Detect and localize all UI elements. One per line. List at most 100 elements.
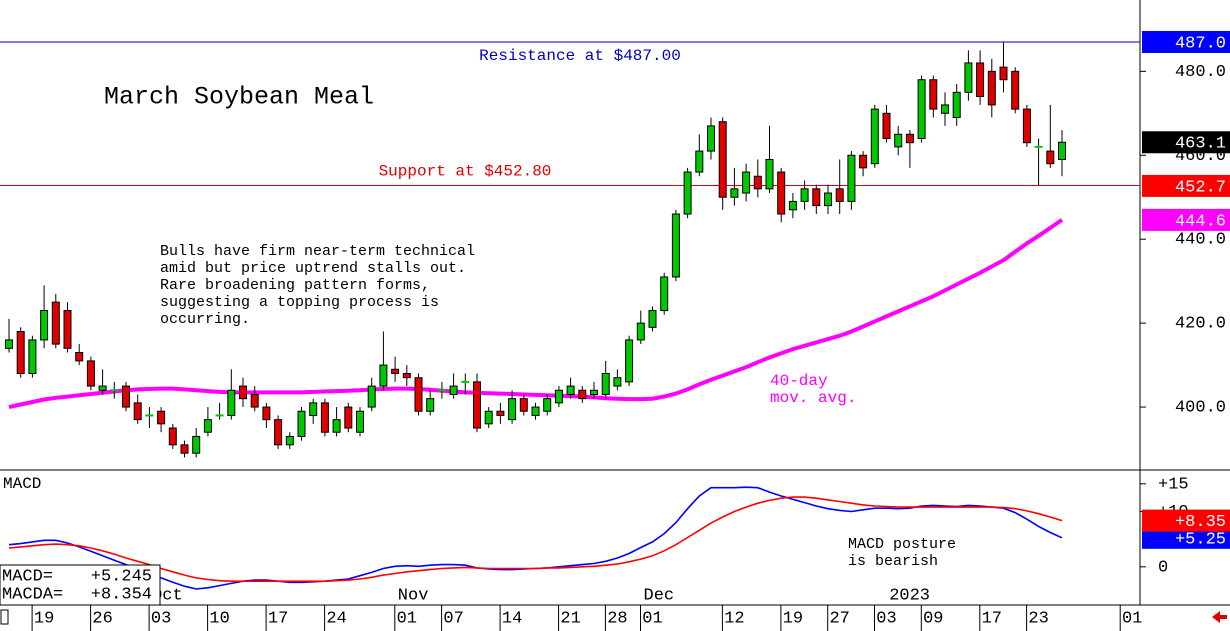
candle-body bbox=[1046, 150, 1055, 165]
candle-body bbox=[894, 133, 903, 148]
candle-body bbox=[695, 150, 704, 173]
candle-body bbox=[660, 276, 669, 312]
candle-body bbox=[168, 427, 177, 446]
candle-body bbox=[718, 121, 727, 198]
x-tick-label: 03 bbox=[151, 609, 171, 628]
candle-body bbox=[531, 406, 540, 416]
candle-body bbox=[367, 385, 376, 408]
panel-label: MACD bbox=[3, 475, 41, 493]
candle-body bbox=[297, 410, 306, 437]
candle-body bbox=[941, 104, 949, 114]
candle-body bbox=[98, 385, 107, 391]
readout-value: +5.245 bbox=[91, 567, 152, 586]
candle-body bbox=[859, 154, 868, 169]
y-tick-label: 0 bbox=[1158, 558, 1168, 577]
candle-body bbox=[1011, 70, 1020, 110]
candle-body bbox=[86, 360, 95, 387]
candle-body bbox=[578, 389, 587, 400]
price-tag bbox=[1142, 30, 1230, 53]
candle-body bbox=[426, 398, 435, 412]
y-tick-label: 400.0 bbox=[1175, 399, 1226, 418]
x-tick-label: 10 bbox=[209, 609, 229, 628]
price-tag-label: +8.35 bbox=[1175, 513, 1226, 532]
candle-body bbox=[519, 398, 528, 412]
candle-body bbox=[730, 188, 739, 198]
candle-body bbox=[824, 192, 832, 207]
candle-body bbox=[414, 377, 423, 412]
candle-body bbox=[636, 322, 645, 341]
candle-body bbox=[285, 435, 294, 446]
candle-body bbox=[320, 402, 329, 433]
candle-body bbox=[391, 368, 400, 374]
readout-value: +8.354 bbox=[91, 585, 152, 604]
month-label: Nov bbox=[398, 586, 429, 605]
candle-body bbox=[274, 419, 283, 446]
price-tag bbox=[1142, 174, 1230, 197]
x-tick-label: 23 bbox=[1028, 609, 1048, 628]
candle-body bbox=[671, 213, 680, 278]
x-tick-label: 14 bbox=[502, 609, 522, 628]
x-tick-label: 03 bbox=[876, 609, 896, 628]
candle-body bbox=[648, 310, 657, 328]
candle-body bbox=[508, 398, 517, 421]
note-line: MACD posture bbox=[848, 536, 956, 553]
y-tick-label: 420.0 bbox=[1175, 315, 1226, 334]
candle-body bbox=[227, 389, 236, 416]
level-label: Support at $452.80 bbox=[379, 163, 552, 181]
x-tick-label: 07 bbox=[443, 609, 463, 628]
candle-body bbox=[40, 310, 49, 341]
candle-body bbox=[999, 66, 1008, 81]
candle-body bbox=[180, 444, 189, 454]
y-tick-label: 440.0 bbox=[1175, 231, 1226, 250]
candle-body bbox=[203, 419, 212, 433]
price-tag bbox=[1142, 208, 1230, 231]
candle-body bbox=[905, 133, 914, 144]
price-tag bbox=[1142, 526, 1230, 549]
y-tick-label: 480.0 bbox=[1175, 63, 1226, 82]
x-tick-label: 01 bbox=[1122, 609, 1142, 628]
candle-body bbox=[484, 410, 493, 425]
candle-body bbox=[402, 372, 411, 379]
x-tick-label: 27 bbox=[829, 609, 849, 628]
x-tick-label: 19 bbox=[34, 609, 54, 628]
candle-body bbox=[742, 171, 751, 194]
candle-body bbox=[239, 385, 247, 400]
level-label: Resistance at $487.00 bbox=[479, 47, 681, 65]
scroll-box bbox=[0, 609, 9, 625]
x-tick-label: 24 bbox=[326, 609, 346, 628]
candle-body bbox=[765, 158, 774, 190]
candle-body bbox=[449, 385, 458, 395]
readout-box bbox=[0, 564, 161, 606]
candle-body bbox=[812, 188, 821, 207]
candle-body bbox=[356, 410, 364, 433]
candle-body bbox=[262, 406, 271, 421]
candle-body bbox=[75, 352, 84, 362]
note-line: occurring. bbox=[160, 311, 250, 328]
month-label: Dec bbox=[644, 586, 675, 605]
ma-label: mov. avg. bbox=[770, 389, 856, 407]
scroll-arrow bbox=[1212, 611, 1227, 623]
candle-body bbox=[473, 381, 481, 429]
candle-body bbox=[753, 175, 762, 190]
month-label: 2023 bbox=[889, 586, 930, 605]
x-tick-label: 19 bbox=[783, 609, 803, 628]
candle-body bbox=[344, 406, 353, 429]
candle-body bbox=[625, 339, 634, 383]
candle-body bbox=[683, 171, 692, 215]
price-tag-label: 452.7 bbox=[1175, 178, 1226, 197]
candle-body bbox=[496, 410, 505, 416]
candle-body bbox=[987, 70, 996, 106]
candle-body bbox=[1058, 141, 1066, 160]
candle-body bbox=[601, 372, 610, 395]
candle-body bbox=[952, 91, 961, 118]
candle-body bbox=[847, 154, 856, 202]
candle-body bbox=[777, 171, 786, 215]
x-tick-label: 01 bbox=[397, 609, 417, 628]
note-line: Bulls have firm near-term technical bbox=[160, 243, 475, 260]
note-line: suggesting a topping process is bbox=[160, 294, 439, 311]
candle-body bbox=[133, 402, 142, 421]
price-tag-label: 463.1 bbox=[1175, 135, 1226, 154]
candle-body bbox=[1022, 108, 1031, 144]
